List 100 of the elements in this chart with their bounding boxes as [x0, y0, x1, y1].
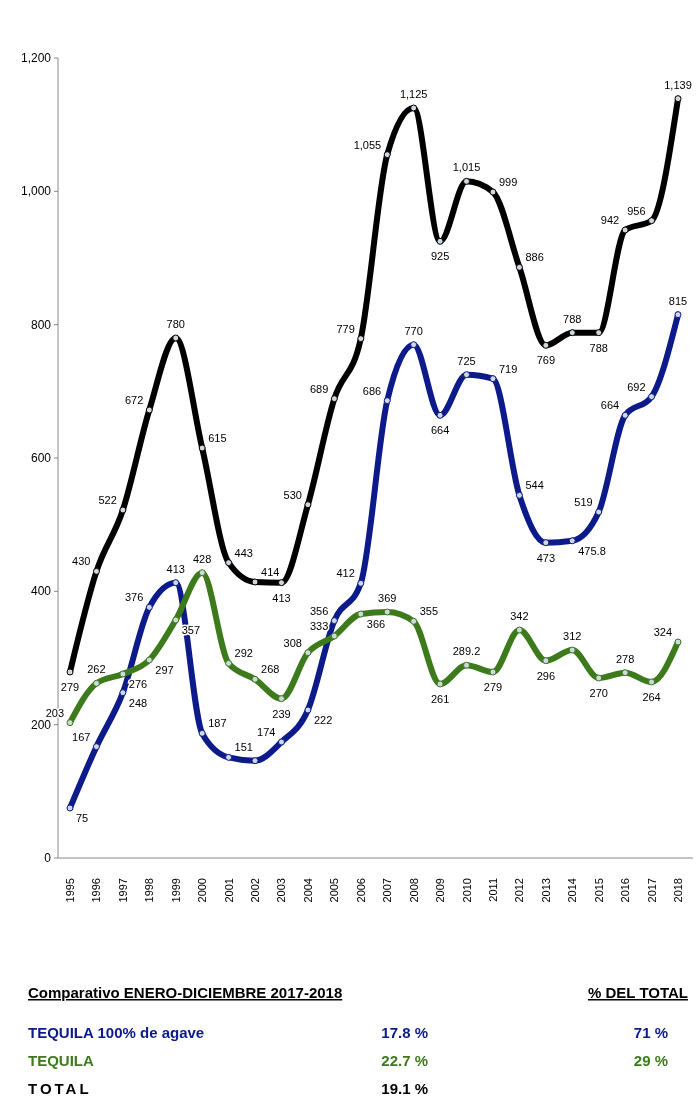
data-label: 443: [234, 546, 253, 559]
point: [277, 579, 285, 587]
data-label: 268: [261, 663, 280, 676]
point: [595, 674, 603, 682]
text: 19.1 %: [381, 1080, 428, 1097]
x-tick-label: 2001: [222, 878, 235, 903]
point: [568, 537, 576, 545]
text: % DEL TOTAL: [587, 984, 688, 1001]
data-label: 475.8: [578, 544, 606, 557]
point: [515, 263, 523, 271]
data-label: 75: [76, 812, 89, 824]
x-tick-label: 2016: [619, 878, 632, 903]
data-label: 279: [483, 681, 503, 693]
data-label: 1,125: [399, 88, 428, 100]
data-label: 289.2: [452, 645, 481, 658]
point: [92, 743, 100, 751]
data-label: 519: [574, 496, 593, 508]
point: [515, 626, 523, 634]
data-label: 725: [457, 354, 476, 367]
y-tick-label: 400: [30, 584, 52, 599]
data-label: 413: [272, 591, 291, 604]
data-label: 261: [430, 693, 450, 705]
y-tick-label: 1,000: [20, 184, 52, 199]
data-label: 366: [366, 618, 386, 630]
data-label: 788: [589, 341, 608, 354]
point: [357, 335, 365, 343]
x-tick-label: 1997: [116, 878, 129, 903]
data-label: 356: [309, 604, 329, 617]
data-label: 686: [362, 384, 382, 397]
data-label: 239: [272, 707, 291, 720]
data-label: 530: [283, 488, 302, 501]
text: Comparativo ENERO-DICIEMBRE 2017-2018: [28, 984, 343, 1001]
text: TOTAL: [28, 1080, 92, 1097]
point: [145, 656, 153, 664]
point: [330, 632, 338, 640]
x-tick-label: 2002: [249, 878, 262, 903]
point: [621, 669, 629, 677]
point: [383, 397, 391, 405]
point: [383, 151, 391, 159]
data-label: 428: [192, 552, 212, 565]
data-label: 151: [234, 741, 253, 754]
data-label: 769: [536, 354, 556, 367]
data-label: 279: [60, 681, 80, 693]
point: [172, 616, 180, 624]
data-label: 815: [668, 294, 688, 307]
x-tick-label: 1999: [169, 878, 182, 903]
data-label: 187: [208, 717, 227, 730]
data-label: 664: [600, 399, 620, 412]
data-label: 956: [627, 204, 646, 217]
text: 17.8 %: [381, 1024, 428, 1041]
data-label: 355: [419, 605, 439, 618]
x-tick-label: 2018: [672, 878, 684, 903]
point: [198, 444, 206, 452]
point: [542, 341, 550, 349]
x-tick-label: 2005: [328, 878, 341, 903]
x-tick-label: 2015: [592, 878, 605, 903]
point: [119, 670, 127, 678]
data-label: 780: [166, 318, 185, 330]
point: [648, 217, 656, 225]
y-tick-label: 1,200: [20, 51, 52, 65]
point: [621, 226, 629, 234]
x-tick-label: 2011: [486, 878, 499, 902]
point: [436, 237, 444, 245]
point: [251, 757, 259, 765]
text: TEQUILA: [28, 1052, 94, 1069]
data-label: 174: [257, 726, 276, 738]
data-label: 788: [563, 312, 582, 325]
point: [198, 729, 206, 737]
point: [436, 411, 444, 419]
y-tick-label: 800: [30, 317, 52, 332]
point: [145, 603, 153, 611]
point: [66, 668, 74, 676]
point: [542, 539, 550, 547]
y-tick-label: 0: [44, 851, 52, 865]
data-label: 278: [615, 652, 635, 665]
data-label: 615: [208, 432, 227, 444]
point: [225, 753, 233, 761]
text: TEQUILA 100% de agave: [28, 1024, 205, 1041]
data-label: 413: [166, 562, 185, 575]
point: [92, 567, 100, 575]
y-tick-label: 600: [30, 451, 52, 465]
data-label: 264: [642, 691, 661, 703]
x-tick-label: 2017: [645, 878, 658, 903]
data-label: 324: [653, 626, 672, 638]
point: [410, 617, 418, 625]
data-label: 222: [313, 714, 333, 726]
x-tick-label: 2007: [381, 878, 394, 903]
data-label: 544: [525, 479, 544, 492]
data-label: 770: [404, 324, 423, 337]
x-tick-label: 2003: [275, 878, 288, 903]
point: [172, 579, 180, 587]
point: [251, 578, 259, 586]
point: [410, 341, 418, 349]
text: 71 %: [633, 1024, 668, 1041]
data-label: 308: [283, 636, 302, 649]
x-tick-label: 1996: [90, 878, 103, 903]
x-tick-label: 2012: [513, 878, 526, 903]
text: 22.7 %: [381, 1052, 428, 1069]
data-label: 270: [589, 687, 608, 699]
data-label: 779: [336, 322, 355, 335]
